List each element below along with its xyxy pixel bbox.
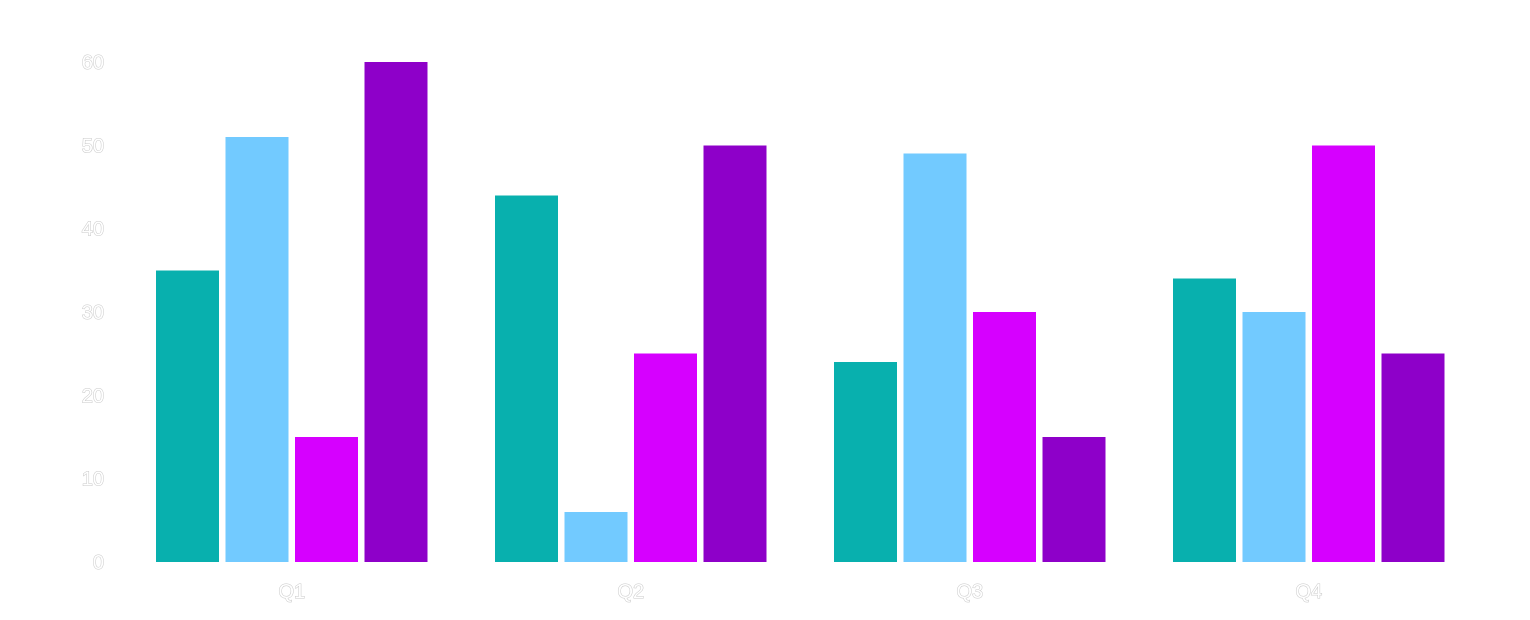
x-axis-ticks: Q1 Q2 Q3 Q4 [278, 581, 1323, 604]
y-axis-ticks: 0 10 20 30 40 50 60 [81, 52, 104, 575]
bar-q2-series-1 [495, 195, 558, 563]
bar-q1-series-4 [364, 62, 428, 562]
bar-q1-series-3 [295, 437, 358, 562]
bar-q2-series-2 [564, 512, 628, 562]
bar-q2-series-3 [634, 353, 697, 562]
bar-q1-series-1 [156, 270, 219, 562]
x-tick-label: Q3 [956, 581, 983, 603]
bar-q4-series-4 [1381, 353, 1445, 562]
x-tick-label: Q4 [1295, 581, 1322, 603]
bar-q3-series-4 [1042, 437, 1106, 562]
bar-q4-series-1 [1173, 278, 1236, 562]
y-tick-label: 0 [93, 552, 104, 574]
bar-q3-series-2 [903, 153, 967, 562]
bar-q4-series-2 [1242, 312, 1306, 562]
bar-q3-series-3 [973, 312, 1036, 562]
y-tick-label: 50 [82, 135, 104, 157]
bar-q1-series-2 [225, 137, 289, 562]
bar-q2-series-4 [703, 145, 767, 563]
x-tick-label: Q1 [278, 581, 305, 603]
y-tick-label: 30 [82, 302, 104, 324]
y-tick-label: 40 [82, 219, 104, 241]
bar-q4-series-3 [1312, 145, 1375, 563]
y-tick-label: 10 [82, 469, 104, 491]
bars [156, 62, 1445, 563]
y-tick-label: 20 [82, 385, 104, 407]
x-tick-label: Q2 [617, 581, 644, 603]
bar-q3-series-1 [834, 362, 897, 562]
y-tick-label: 60 [82, 52, 104, 74]
